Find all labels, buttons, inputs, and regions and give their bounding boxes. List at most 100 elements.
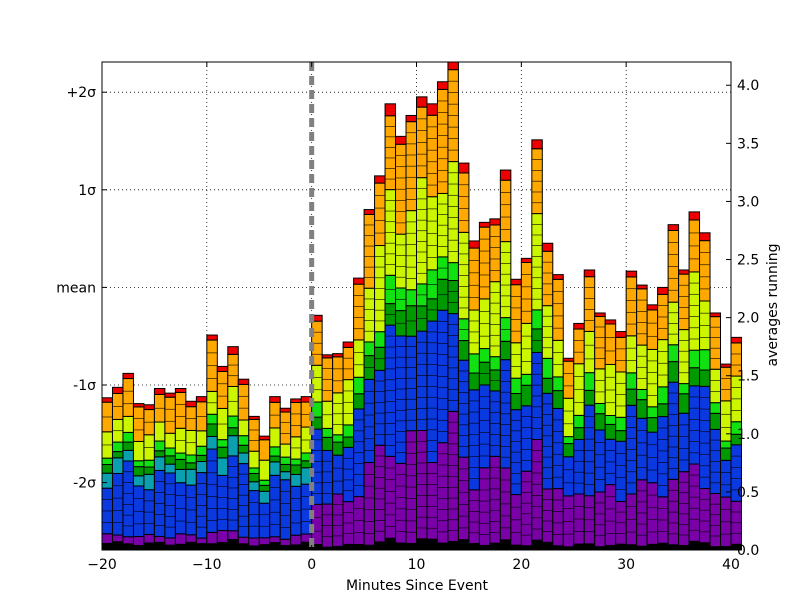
bar-segment: [457, 359, 470, 458]
left-y-tick-label: +2σ: [66, 85, 96, 101]
bar-segment: [342, 436, 355, 448]
bar-stack: [342, 341, 355, 551]
bar-segment: [216, 365, 229, 372]
bar-segment: [101, 542, 113, 551]
x-tick-label: 20: [512, 557, 530, 573]
bar-stack: [227, 346, 239, 551]
bar-segment: [489, 356, 501, 371]
bar-segment: [132, 536, 145, 546]
bar-segment: [353, 376, 365, 395]
bar-segment: [594, 316, 606, 370]
bar-segment: [132, 475, 145, 487]
bar-stack: [447, 61, 459, 551]
bar-stack: [143, 404, 155, 551]
bar-segment: [363, 378, 376, 464]
bar-segment: [164, 392, 176, 398]
bar-segment: [101, 397, 113, 403]
bar-segment: [111, 534, 124, 543]
bar-stack: [206, 334, 218, 551]
bar-segment: [436, 542, 449, 551]
bar-segment: [395, 542, 407, 551]
bar-segment: [447, 280, 459, 315]
bar-segment: [174, 543, 187, 551]
bar-segment: [657, 416, 669, 498]
bar-segment: [699, 232, 711, 242]
bar-stack: [195, 396, 208, 551]
bar-segment: [436, 88, 449, 194]
bar-segment: [604, 319, 617, 325]
bar-stack: [321, 354, 334, 551]
bar-segment: [374, 331, 386, 348]
bar-segment: [594, 429, 606, 493]
bar-segment: [353, 393, 365, 410]
bar-segment: [143, 473, 155, 491]
bar-stack: [688, 211, 701, 551]
bar-segment: [688, 540, 701, 551]
bar-segment: [353, 277, 365, 285]
bar-segment: [709, 546, 722, 551]
bar-segment: [164, 455, 176, 465]
bar-segment: [667, 544, 680, 551]
x-tick-label: −20: [87, 557, 117, 573]
right-y-tick-label: 0.5: [737, 485, 759, 501]
bar-segment: [227, 530, 239, 541]
bar-segment: [332, 356, 344, 394]
bar-segment: [363, 341, 376, 357]
bar-segment: [363, 213, 376, 289]
bar-segment: [552, 545, 564, 551]
bar-stack: [216, 365, 229, 551]
bar-segment: [541, 488, 554, 543]
bar-segment: [374, 541, 386, 551]
bar-segment: [269, 542, 281, 551]
bar-segment: [447, 161, 459, 264]
bar-segment: [699, 349, 711, 371]
bar-segment: [237, 378, 250, 385]
right-y-tick-label: 1.0: [737, 427, 759, 443]
bar-segment: [269, 446, 281, 457]
bar-segment: [269, 455, 281, 463]
bar-segment: [153, 440, 166, 452]
bar-segment: [153, 421, 166, 442]
bar-segment: [206, 413, 218, 425]
bar-segment: [405, 542, 417, 551]
bar-segment: [636, 399, 648, 419]
bar-segment: [562, 360, 575, 399]
bar-segment: [678, 393, 690, 414]
bar-segment: [510, 278, 522, 286]
bar-segment: [573, 328, 585, 365]
bar-segment: [646, 309, 659, 350]
bar-segment: [552, 390, 564, 409]
bar-segment: [143, 466, 155, 475]
left-y-tick-label: -2σ: [73, 476, 96, 492]
right-y-tick-label: 3.0: [737, 194, 759, 210]
bar-segment: [573, 543, 585, 551]
bar-segment: [468, 389, 480, 491]
bar-segment: [206, 435, 218, 450]
bar-segment: [552, 376, 564, 392]
bar-segment: [552, 274, 564, 280]
right-y-tick-label: 1.5: [737, 369, 759, 385]
bar-stack: [636, 284, 648, 551]
bar-segment: [132, 466, 145, 477]
bar-segment: [384, 103, 397, 117]
bar-segment: [405, 114, 417, 123]
bar-segment: [248, 415, 260, 420]
bar-stack: [541, 242, 554, 551]
bar-segment: [636, 288, 648, 346]
bar-stack: [258, 435, 271, 551]
bar-segment: [279, 411, 292, 445]
bar-segment: [122, 536, 134, 545]
bar-segment: [699, 385, 711, 489]
bar-segment: [174, 452, 187, 460]
bar-segment: [594, 312, 606, 318]
bar-stack: [290, 398, 302, 551]
bar-segment: [132, 544, 145, 551]
bar-segment: [730, 336, 742, 344]
bar-segment: [531, 213, 543, 311]
bar-segment: [625, 388, 638, 406]
bar-segment: [552, 339, 564, 378]
bar-stack: [279, 407, 292, 551]
bar-segment: [258, 537, 271, 546]
bar-segment: [332, 441, 344, 456]
